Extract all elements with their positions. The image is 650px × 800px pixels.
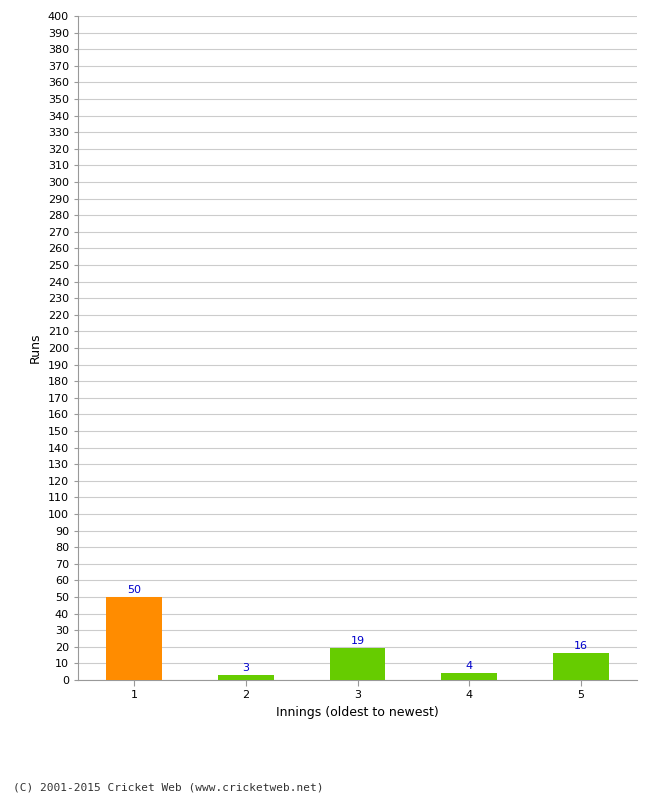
Bar — [330, 649, 385, 680]
Bar — [106, 597, 162, 680]
Text: 19: 19 — [350, 636, 365, 646]
Bar — [553, 654, 609, 680]
Bar — [441, 674, 497, 680]
Text: 3: 3 — [242, 662, 249, 673]
Y-axis label: Runs: Runs — [29, 333, 42, 363]
Text: (C) 2001-2015 Cricket Web (www.cricketweb.net): (C) 2001-2015 Cricket Web (www.cricketwe… — [13, 782, 324, 792]
Bar — [218, 675, 274, 680]
Text: 4: 4 — [466, 661, 473, 671]
X-axis label: Innings (oldest to newest): Innings (oldest to newest) — [276, 706, 439, 719]
Text: 16: 16 — [574, 641, 588, 651]
Text: 50: 50 — [127, 585, 141, 594]
